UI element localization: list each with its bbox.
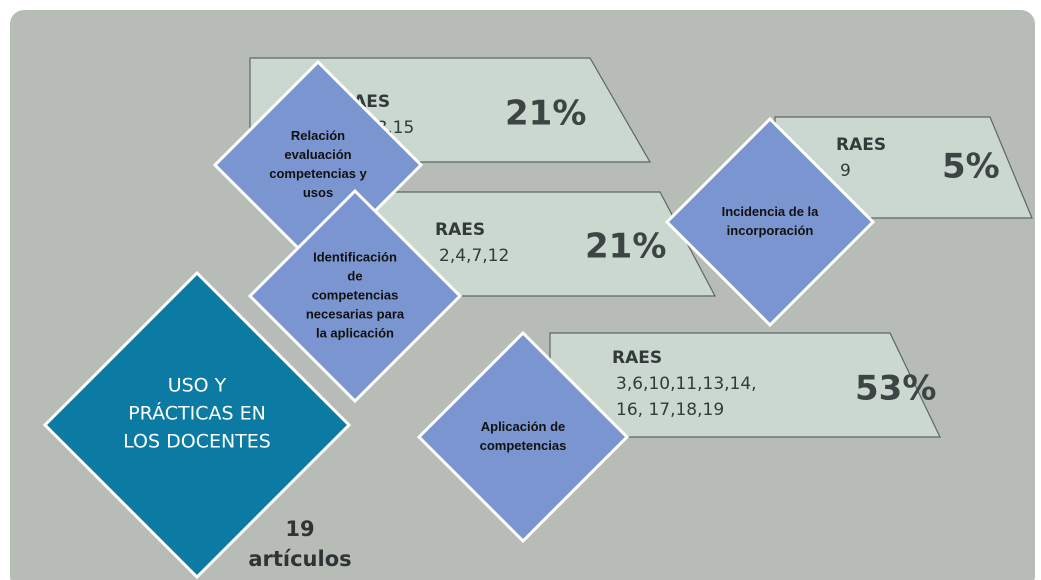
diamond-label: Identificación [313, 249, 397, 264]
diamond [416, 330, 630, 544]
raes-title: RAES [435, 220, 485, 240]
raes-numbers: 16, 17,18,19 [616, 400, 724, 420]
count: 19 [285, 517, 314, 541]
diamond-label: de [347, 268, 362, 283]
diamond [247, 188, 463, 404]
diamond [664, 116, 876, 328]
raes-numbers: 9 [840, 161, 851, 181]
percent: 53% [855, 369, 936, 409]
diamond-label: la aplicación [316, 325, 394, 340]
percent: 21% [505, 94, 586, 134]
diamond-label: incorporación [727, 223, 814, 238]
diamond-label: competencias y [269, 166, 367, 181]
count-unit: artículos [248, 547, 351, 571]
diamond-label: usos [303, 185, 333, 200]
diamond-label: competencias [480, 438, 567, 453]
diamond-label: evaluación [284, 147, 351, 162]
diamond-label: Incidencia de la [722, 204, 820, 219]
main-title: LOS DOCENTES [123, 431, 271, 453]
diamond-label: Aplicación de [481, 419, 566, 434]
main-title: USO Y [168, 375, 227, 397]
raes-numbers: 2,4,7,12 [439, 246, 509, 266]
main-title: PRÁCTICAS EN [128, 402, 266, 425]
raes-title: RAES [836, 135, 886, 155]
main-diamond [42, 270, 352, 580]
diamond-label: competencias [312, 287, 399, 302]
raes-numbers: 3,6,10,11,13,14, [616, 374, 757, 394]
percent: 21% [585, 227, 666, 267]
diamond-label: Relación [291, 128, 345, 143]
diamond-label: necesarias para [306, 306, 405, 321]
raes-title: RAES [612, 348, 662, 368]
percent: 5% [942, 147, 1000, 187]
